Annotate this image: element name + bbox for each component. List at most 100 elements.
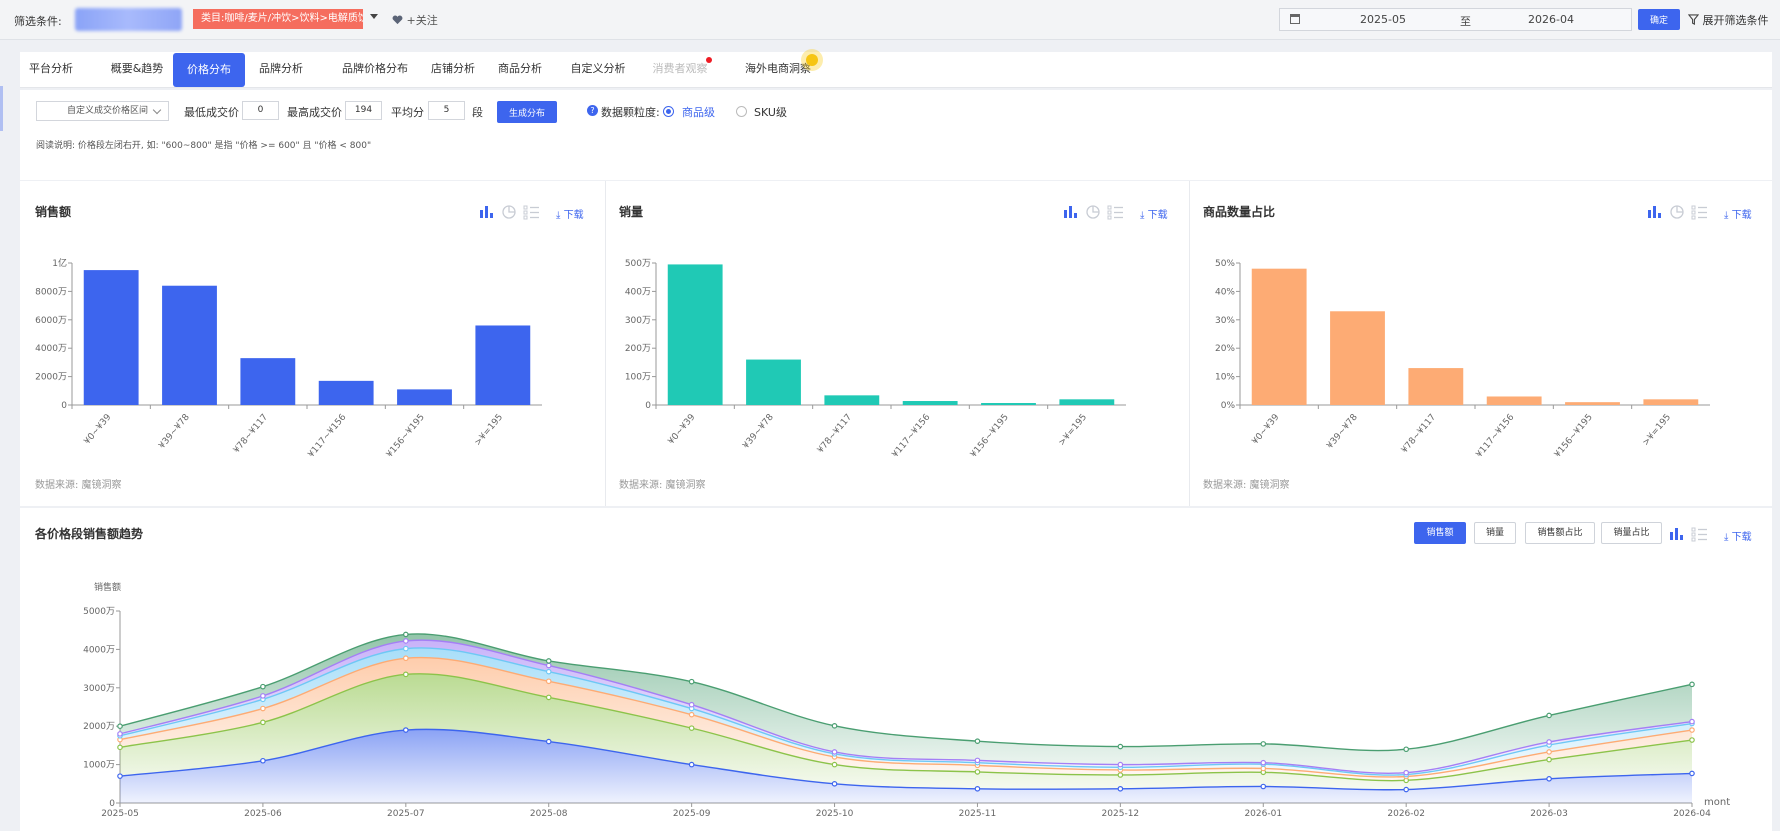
bar[interactable] bbox=[475, 325, 531, 405]
date-start[interactable]: 2025-05 bbox=[1360, 13, 1406, 26]
data-point[interactable] bbox=[1689, 737, 1695, 743]
series-line[interactable] bbox=[119, 673, 1693, 782]
bar-chart-icon[interactable] bbox=[480, 206, 493, 218]
download-button[interactable]: ⤓ 下载 bbox=[556, 206, 584, 221]
generate-distribution-button[interactable]: 生成分布 bbox=[497, 101, 557, 123]
bar[interactable] bbox=[318, 380, 374, 405]
data-point[interactable] bbox=[1689, 681, 1695, 688]
radio-sku-level[interactable] bbox=[736, 106, 747, 117]
radio-product-level[interactable] bbox=[663, 106, 674, 117]
data-point[interactable] bbox=[260, 719, 266, 726]
data-point[interactable] bbox=[974, 769, 981, 775]
bar[interactable] bbox=[1408, 368, 1464, 405]
bar-chart-icon[interactable] bbox=[1064, 206, 1077, 218]
bar[interactable] bbox=[902, 401, 958, 405]
data-point[interactable] bbox=[260, 757, 266, 764]
data-point[interactable] bbox=[545, 678, 552, 685]
data-point[interactable] bbox=[545, 694, 552, 701]
data-point[interactable] bbox=[688, 678, 695, 685]
min-price-input[interactable]: 0 bbox=[242, 101, 279, 120]
sku-level-label[interactable]: SKU级 bbox=[754, 106, 787, 119]
bar[interactable] bbox=[1251, 268, 1307, 405]
data-point[interactable] bbox=[545, 662, 552, 669]
data-point[interactable] bbox=[1689, 770, 1695, 777]
data-point[interactable] bbox=[117, 773, 123, 779]
segments-input[interactable]: 5 bbox=[428, 101, 465, 120]
pie-chart-icon[interactable] bbox=[502, 205, 516, 219]
download-button[interactable]: ⤓ 下载 bbox=[1724, 528, 1752, 543]
tab-custom-analysis[interactable]: 自定义分析 bbox=[570, 62, 626, 75]
product-level-label[interactable]: 商品级 bbox=[682, 106, 715, 119]
expand-filters-button[interactable]: 展开筛选条件 bbox=[1687, 12, 1769, 28]
series-line[interactable] bbox=[119, 728, 1693, 791]
follow-button[interactable]: +关注 bbox=[392, 12, 438, 28]
data-point[interactable] bbox=[688, 701, 695, 708]
bar[interactable] bbox=[824, 395, 880, 405]
bar[interactable] bbox=[1059, 399, 1115, 405]
data-point[interactable] bbox=[1403, 769, 1409, 776]
data-point[interactable] bbox=[831, 761, 838, 768]
bar[interactable] bbox=[83, 270, 139, 405]
series-line[interactable] bbox=[119, 656, 1693, 778]
data-point[interactable] bbox=[831, 781, 838, 787]
data-point[interactable] bbox=[545, 658, 552, 664]
data-point[interactable] bbox=[403, 638, 409, 644]
bar[interactable] bbox=[1486, 396, 1542, 405]
category-tag[interactable]: 类目:咖啡/麦片/冲饮>饮料>电解质饮料 bbox=[193, 9, 363, 29]
side-handle[interactable] bbox=[0, 86, 3, 131]
data-point[interactable] bbox=[1117, 743, 1124, 750]
data-point[interactable] bbox=[1403, 786, 1409, 793]
tab-product-analysis[interactable]: 商品分析 bbox=[498, 62, 542, 75]
bar[interactable] bbox=[746, 359, 801, 405]
date-end[interactable]: 2026-04 bbox=[1528, 13, 1574, 26]
pie-chart-icon[interactable] bbox=[1670, 205, 1684, 219]
help-icon[interactable]: ? bbox=[587, 105, 598, 116]
data-point[interactable] bbox=[974, 785, 981, 792]
metric-volume-share-button[interactable]: 销量占比 bbox=[1601, 522, 1662, 544]
table-icon[interactable] bbox=[1691, 527, 1707, 542]
data-point[interactable] bbox=[117, 731, 123, 737]
metric-sales-button[interactable]: 销售额 bbox=[1414, 522, 1466, 544]
series-line[interactable] bbox=[119, 639, 1693, 774]
data-point[interactable] bbox=[1260, 741, 1267, 747]
category-dropdown-icon[interactable] bbox=[370, 14, 378, 19]
confirm-button[interactable]: 确定 bbox=[1638, 9, 1680, 30]
data-point[interactable] bbox=[260, 705, 266, 712]
tab-brand-price-distribution[interactable]: 品牌价格分布 bbox=[342, 62, 408, 75]
series-area[interactable] bbox=[120, 729, 1692, 803]
bar[interactable] bbox=[1643, 399, 1699, 405]
data-point[interactable] bbox=[1117, 772, 1124, 778]
series-area[interactable] bbox=[120, 657, 1692, 781]
tab-price-distribution[interactable]: 价格分布 bbox=[173, 53, 245, 87]
data-point[interactable] bbox=[688, 761, 695, 768]
data-point[interactable] bbox=[1260, 783, 1267, 790]
data-point[interactable] bbox=[1689, 727, 1695, 733]
data-point[interactable] bbox=[1403, 746, 1409, 753]
data-point[interactable] bbox=[1689, 718, 1695, 725]
data-point[interactable] bbox=[403, 631, 409, 638]
bar[interactable] bbox=[981, 403, 1036, 405]
bar[interactable] bbox=[240, 358, 296, 405]
data-point[interactable] bbox=[974, 757, 981, 764]
metric-volume-button[interactable]: 销量 bbox=[1474, 522, 1516, 544]
series-line[interactable] bbox=[119, 633, 1693, 752]
bar[interactable] bbox=[1565, 402, 1620, 405]
price-range-select[interactable]: 自定义成交价格区间 bbox=[36, 101, 169, 121]
max-price-input[interactable]: 194 bbox=[345, 101, 382, 120]
download-button[interactable]: ⤓ 下载 bbox=[1724, 206, 1752, 221]
pie-chart-icon[interactable] bbox=[1086, 205, 1100, 219]
data-point[interactable] bbox=[1546, 776, 1552, 782]
series-area[interactable] bbox=[120, 673, 1692, 790]
table-icon[interactable] bbox=[1107, 205, 1123, 220]
blurred-account-selector[interactable] bbox=[75, 8, 182, 31]
bar-chart-icon[interactable] bbox=[1648, 206, 1661, 218]
metric-sales-share-button[interactable]: 销售额占比 bbox=[1525, 522, 1595, 544]
download-button[interactable]: ⤓ 下载 bbox=[1140, 206, 1168, 221]
data-point[interactable] bbox=[831, 723, 838, 729]
data-point[interactable] bbox=[117, 723, 123, 730]
data-point[interactable] bbox=[1546, 756, 1552, 763]
data-point[interactable] bbox=[260, 683, 266, 690]
data-point[interactable] bbox=[1546, 749, 1552, 755]
data-point[interactable] bbox=[1546, 739, 1552, 745]
data-point[interactable] bbox=[260, 693, 266, 699]
